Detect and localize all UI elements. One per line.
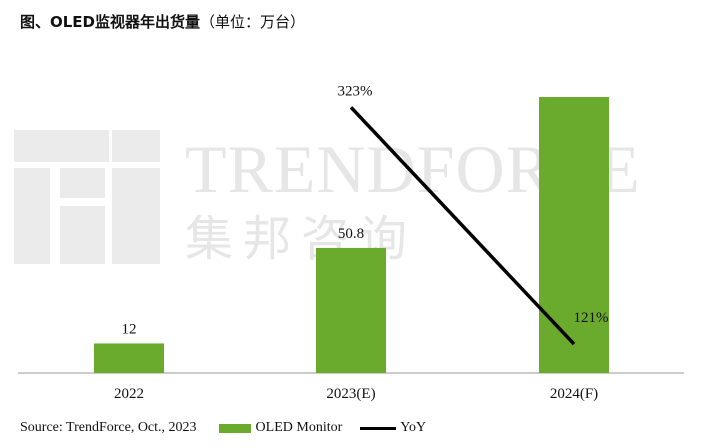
- source-note: Source: TrendForce, Oct., 2023: [20, 420, 197, 435]
- legend-label-line: YoY: [400, 420, 427, 435]
- watermark: TRENDFORCE 集邦咨询: [14, 130, 640, 267]
- x-tick-label-2023(E): 2023(E): [326, 386, 375, 402]
- x-tick-label-2022: 2022: [114, 386, 144, 402]
- bar-2024(F): [539, 97, 609, 373]
- trendforce-logo-icon: [14, 130, 160, 264]
- bars-layer: [94, 97, 609, 373]
- labels-layer: 12 2022 50.8 2023(E) 2024(F) 323% 121%: [114, 83, 609, 402]
- yoy-label-2024(F): 121%: [574, 310, 609, 326]
- legend-swatch-bar: [218, 423, 251, 433]
- x-tick-label-2024(F): 2024(F): [550, 386, 598, 402]
- legend-swatch-line: [360, 426, 397, 430]
- data-label-2023(E): 50.8: [338, 226, 364, 242]
- yoy-line: [349, 106, 576, 346]
- bar-2022: [94, 343, 164, 373]
- yoy-label-2023(E): 323%: [338, 83, 373, 99]
- bar-2023(E): [316, 247, 386, 373]
- chart-title: 图、OLED监视器年出货量（单位：万台）: [20, 11, 305, 32]
- data-label-2022: 12: [122, 321, 137, 337]
- legend: Source: TrendForce, Oct., 2023 OLED Moni…: [20, 420, 426, 436]
- chart-title-main: 图、OLED监视器年出货量: [20, 13, 201, 31]
- chart-title-unit: （单位：万台）: [200, 13, 306, 31]
- yoy-line-layer: [349, 106, 576, 346]
- legend-label-bar: OLED Monitor: [255, 420, 343, 435]
